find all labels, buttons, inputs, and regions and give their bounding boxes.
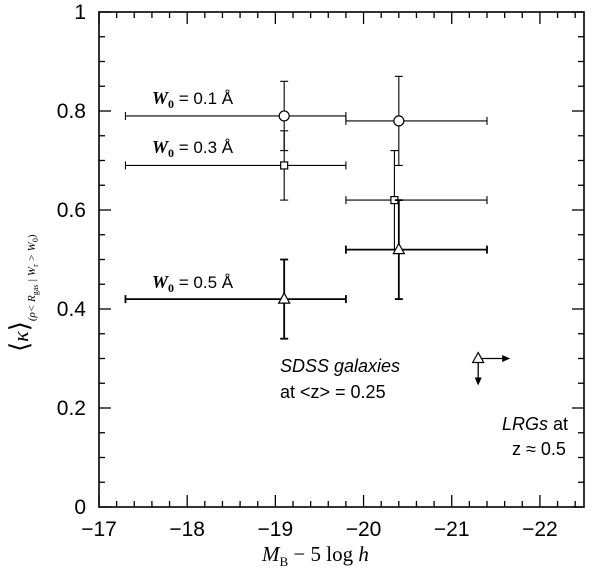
data-point (345, 150, 488, 251)
limit-arrowhead-y (474, 377, 482, 386)
svg-text:⟨κ⟩(ρ< Rgas | Wr > W0): ⟨κ⟩(ρ< Rgas | Wr > W0) (5, 234, 40, 352)
y-axis-label: ⟨κ⟩(ρ< Rgas | Wr > W0) (5, 234, 40, 352)
y-tick-label: 0 (74, 496, 86, 519)
y-tick-label: 1 (74, 1, 86, 24)
data-point (124, 258, 347, 340)
data-point (471, 351, 511, 386)
series-label-w03: W0 = 0.3 Å (152, 137, 234, 160)
marker-square (280, 161, 289, 170)
y-tick-label: 0.6 (57, 199, 86, 222)
marker-circle (393, 115, 405, 127)
marker-triangle (471, 351, 485, 364)
x-tick-labels: −17 −18 −19 −20 −21 −22 (81, 518, 558, 541)
data-point (124, 80, 347, 152)
annotation-lrg-line2: z ≈ 0.5 (512, 439, 566, 459)
y-tick-label: 0.8 (57, 100, 86, 123)
annotation-sdss-line1: SDSS galaxies (280, 356, 400, 376)
marker-triangle (392, 242, 406, 255)
marker-triangle (277, 291, 291, 304)
data-point (345, 199, 488, 301)
series-label-w05: W0 = 0.5 Å (152, 272, 234, 295)
x-tick-label: −17 (81, 518, 117, 541)
x-tick-label: −20 (346, 518, 382, 541)
x-tick-label: −19 (258, 518, 294, 541)
x-tick-label: −21 (434, 518, 470, 541)
x-tick-label: −18 (169, 518, 205, 541)
y-tick-labels: 0 0.2 0.4 0.6 0.8 1 (57, 1, 87, 519)
limit-arrowhead-x (502, 355, 511, 362)
data-point (124, 130, 347, 201)
x-tick-label: −22 (522, 518, 558, 541)
y-tick-label: 0.2 (57, 397, 86, 420)
annotation-lrg-line1: LRGs at (502, 414, 568, 434)
x-axis-label: MB − 5 log h (261, 542, 369, 569)
data-marks (124, 75, 511, 386)
series-label-w01: W0 = 0.1 Å (152, 88, 234, 111)
y-tick-label: 0.4 (57, 298, 87, 321)
annotation-sdss-line2: at <z> = 0.25 (280, 382, 386, 402)
data-point (345, 75, 488, 166)
marker-circle (278, 110, 290, 122)
axis-ticks (98, 11, 584, 508)
